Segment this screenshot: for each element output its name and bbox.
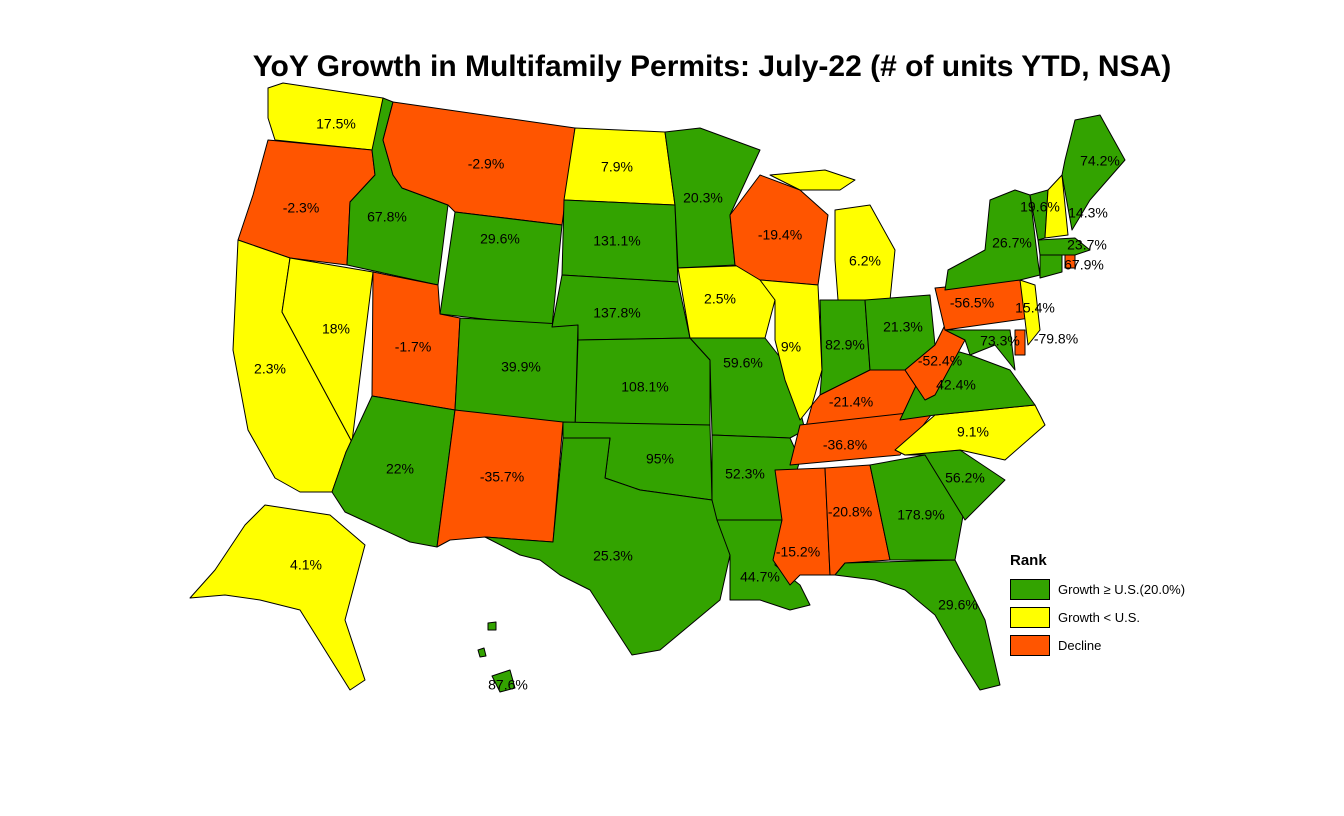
- state-labels: 17.5% -2.3% 2.3% 18% 67.8% -2.9% 29.6% -1.7% 22%…: [254, 116, 1120, 693]
- map-title: YoY Growth in Multifamily Permits: July-…: [252, 50, 1172, 83]
- state-label-la: 44.7%: [740, 569, 780, 585]
- legend-swatch-decline: [1010, 634, 1050, 656]
- state-hi: [477, 621, 516, 693]
- state-label-nd: 7.9%: [601, 159, 633, 175]
- state-label-tn: -36.8%: [823, 437, 867, 453]
- state-wi: [729, 174, 829, 286]
- state-ak: [189, 504, 366, 691]
- state-label-hi: 87.6%: [488, 677, 528, 693]
- state-label-wv: -52.4%: [918, 353, 962, 369]
- legend-item-growth-below: Growth < U.S.: [1010, 603, 1240, 631]
- state-label-wa: 17.5%: [316, 116, 356, 132]
- state-label-wy: 29.6%: [480, 231, 520, 247]
- state-label-co: 39.9%: [501, 359, 541, 375]
- state-label-ut: -1.7%: [395, 339, 432, 355]
- state-label-ky: -21.4%: [829, 394, 873, 410]
- state-label-sc: 56.2%: [945, 470, 985, 486]
- state-label-ks: 108.1%: [621, 379, 668, 395]
- state-label-or: -2.3%: [283, 200, 320, 216]
- legend-item-decline: Decline: [1010, 631, 1240, 659]
- state-label-fl: 29.6%: [938, 597, 978, 613]
- state-fl: [834, 559, 1001, 691]
- state-shapes: [189, 82, 1126, 693]
- state-nj: [1019, 279, 1041, 346]
- legend-title: Rank: [1010, 552, 1047, 569]
- state-label-mt: -2.9%: [468, 156, 505, 172]
- state-label-nm: -35.7%: [480, 469, 524, 485]
- state-label-ma: 23.7%: [1067, 237, 1107, 253]
- state-label-nv: 18%: [322, 321, 350, 337]
- state-label-wi: -19.4%: [758, 227, 802, 243]
- state-me: [1061, 114, 1126, 231]
- state-label-ak: 4.1%: [290, 557, 322, 573]
- state-de: [1014, 329, 1026, 356]
- state-label-id: 67.8%: [367, 209, 407, 225]
- state-label-ar: 52.3%: [725, 466, 765, 482]
- state-label-pa: -56.5%: [950, 295, 994, 311]
- state-label-ia: 2.5%: [704, 291, 736, 307]
- state-label-va: 42.4%: [936, 377, 976, 393]
- state-md: [944, 329, 1016, 371]
- state-il: [759, 279, 823, 421]
- state-label-ca: 2.3%: [254, 361, 286, 377]
- state-label-ms: -15.2%: [776, 544, 820, 560]
- state-label-de: -79.8%: [1034, 331, 1078, 347]
- state-label-me: 74.2%: [1080, 153, 1120, 169]
- state-label-oh: 21.3%: [883, 319, 923, 335]
- state-label-il: 9%: [781, 339, 801, 355]
- state-label-mi: 6.2%: [849, 253, 881, 269]
- state-label-ny: 26.7%: [992, 235, 1032, 251]
- state-label-mn: 20.3%: [683, 190, 723, 206]
- legend: Rank Growth ≥ U.S.(20.0%) Growth < U.S. …: [1010, 552, 1240, 659]
- state-ks: [574, 337, 711, 431]
- legend-label-decline: Decline: [1058, 637, 1102, 653]
- state-ms: [772, 467, 831, 586]
- state-label-nc: 9.1%: [957, 424, 989, 440]
- state-label-al: -20.8%: [828, 504, 872, 520]
- legend-swatch-growth-above: [1010, 578, 1050, 600]
- legend-label-growth-below: Growth < U.S.: [1058, 609, 1140, 625]
- state-nh: [1044, 174, 1069, 239]
- state-label-ga: 178.9%: [897, 507, 944, 523]
- state-label-ne: 137.8%: [593, 305, 640, 321]
- state-label-tx: 25.3%: [593, 548, 633, 564]
- legend-label-growth-above: Growth ≥ U.S.(20.0%): [1058, 581, 1186, 597]
- state-label-mo: 59.6%: [723, 355, 763, 371]
- legend-item-growth-above: Growth ≥ U.S.(20.0%): [1010, 575, 1240, 603]
- state-label-vt: 19.6%: [1020, 199, 1060, 215]
- state-ct: [1039, 254, 1063, 279]
- state-label-in: 82.9%: [825, 337, 865, 353]
- state-label-nh: 14.3%: [1068, 205, 1108, 221]
- state-label-nj: 15.4%: [1015, 300, 1055, 316]
- state-label-md: 73.3%: [980, 333, 1020, 349]
- legend-swatch-growth-below: [1010, 606, 1050, 628]
- state-label-sd: 131.1%: [593, 233, 640, 249]
- state-tx: [484, 437, 731, 656]
- state-ny: [944, 189, 1041, 291]
- state-wy: [439, 211, 563, 328]
- state-ma: [1037, 237, 1091, 256]
- state-label-ok: 95%: [646, 451, 674, 467]
- state-label-ct: 67.9%: [1064, 257, 1104, 273]
- state-label-az: 22%: [386, 461, 414, 477]
